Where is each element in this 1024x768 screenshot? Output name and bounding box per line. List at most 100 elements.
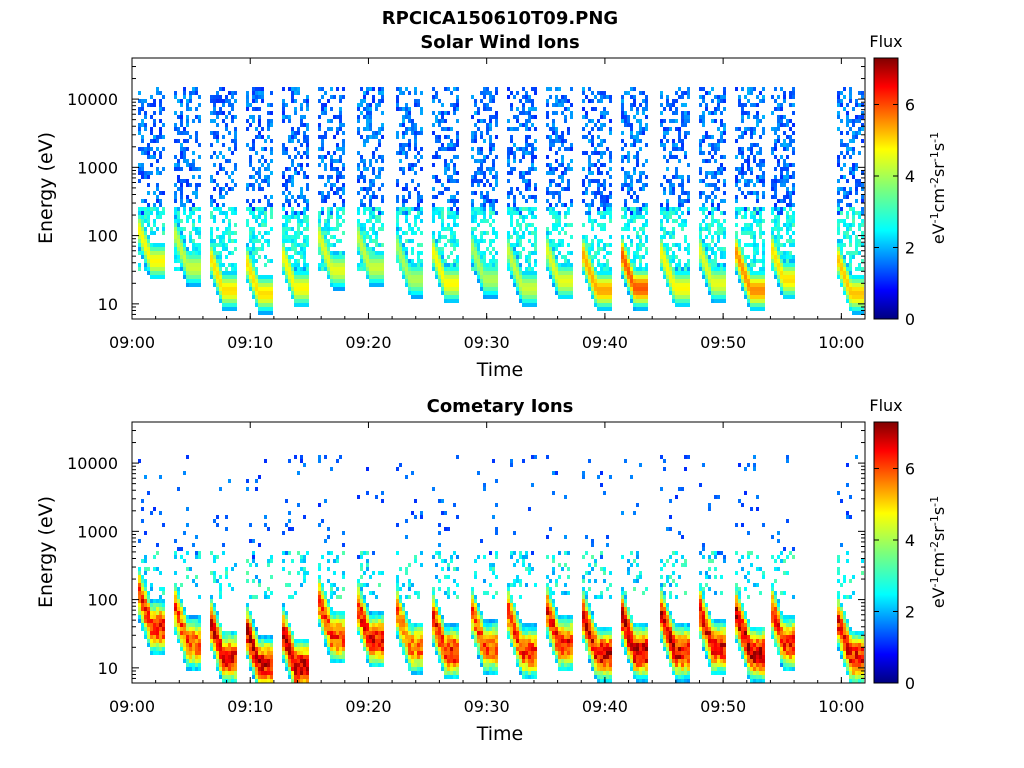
heatmap-cell — [639, 295, 642, 299]
heatmap-cell — [324, 155, 327, 159]
heatmap-cell — [411, 267, 414, 271]
heatmap-cell — [489, 203, 492, 207]
heatmap-cell — [255, 171, 258, 175]
heatmap-cell — [561, 243, 564, 247]
heatmap-cell — [708, 291, 711, 295]
heatmap-cell — [234, 143, 237, 147]
heatmap-cell — [717, 203, 720, 207]
heatmap-cell — [846, 211, 849, 215]
heatmap-cell — [738, 279, 741, 283]
heatmap-cell — [636, 207, 639, 211]
heatmap-cell — [318, 123, 321, 127]
heatmap-cell — [420, 147, 423, 151]
heatmap-cell — [285, 219, 288, 223]
heatmap-cell — [792, 123, 795, 127]
heatmap-cell — [195, 135, 198, 139]
heatmap-cell — [480, 159, 483, 163]
heatmap-cell — [492, 187, 495, 191]
heatmap-cell — [252, 115, 255, 119]
heatmap-cell — [720, 167, 723, 171]
heatmap-cell — [294, 283, 297, 287]
heatmap-cell — [849, 171, 852, 175]
heatmap-cell — [420, 155, 423, 159]
heatmap-cell — [438, 271, 441, 275]
heatmap-cell — [759, 227, 762, 231]
heatmap-cell — [552, 191, 555, 195]
heatmap-cell — [192, 227, 195, 231]
heatmap-cell — [444, 287, 447, 291]
heatmap-cell — [750, 223, 753, 227]
heatmap-cell — [471, 247, 474, 251]
heatmap-cell — [786, 263, 789, 267]
heatmap-cell — [303, 171, 306, 175]
heatmap-cell — [288, 283, 291, 287]
heatmap-cell — [789, 127, 792, 131]
heatmap-cell — [600, 291, 603, 295]
heatmap-cell — [594, 287, 597, 291]
heatmap-cell — [360, 235, 363, 239]
heatmap-cell — [486, 271, 489, 275]
heatmap-cell — [234, 303, 237, 307]
heatmap-cell — [846, 271, 849, 275]
heatmap-cell — [432, 123, 435, 127]
heatmap-cell — [669, 119, 672, 123]
heatmap-cell — [489, 251, 492, 255]
heatmap-cell — [570, 223, 573, 227]
heatmap-cell — [456, 103, 459, 107]
heatmap-cell — [675, 147, 678, 151]
heatmap-cell — [372, 259, 375, 263]
heatmap-cell — [258, 115, 261, 119]
heatmap-cell — [369, 187, 372, 191]
heatmap-cell — [606, 251, 609, 255]
heatmap-cell — [522, 247, 525, 251]
heatmap-cell — [522, 219, 525, 223]
heatmap-cell — [432, 247, 435, 251]
heatmap-cell — [522, 107, 525, 111]
heatmap-cell — [210, 267, 213, 271]
heatmap-cell — [846, 111, 849, 115]
heatmap-cell — [858, 115, 861, 119]
heatmap-cell — [708, 135, 711, 139]
heatmap-cell — [378, 255, 381, 259]
heatmap-cell — [609, 243, 612, 247]
heatmap-cell — [663, 231, 666, 235]
heatmap-cell — [417, 131, 420, 135]
heatmap-cell — [144, 199, 147, 203]
heatmap-cell — [495, 263, 498, 267]
heatmap-cell — [213, 271, 216, 275]
heatmap-cell — [846, 275, 849, 279]
heatmap-cell — [534, 279, 537, 283]
heatmap-cell — [414, 215, 417, 219]
heatmap-cell — [627, 279, 630, 283]
heatmap-cell — [636, 151, 639, 155]
heatmap-cell — [366, 135, 369, 139]
heatmap-cell — [786, 287, 789, 291]
heatmap-cell — [621, 147, 624, 151]
heatmap-cell — [405, 255, 408, 259]
heatmap-cell — [492, 283, 495, 287]
heatmap-cell — [750, 291, 753, 295]
heatmap-cell — [288, 179, 291, 183]
heatmap-cell — [756, 199, 759, 203]
heatmap-cell — [570, 263, 573, 267]
heatmap-cell — [198, 175, 201, 179]
heatmap-cell — [474, 135, 477, 139]
heatmap-cell — [855, 251, 858, 255]
heatmap-cell — [849, 259, 852, 263]
heatmap-cell — [789, 279, 792, 283]
heatmap-cell — [372, 179, 375, 183]
heatmap-cell — [756, 123, 759, 127]
heatmap-cell — [489, 263, 492, 267]
heatmap-cell — [738, 167, 741, 171]
heatmap-cell — [723, 279, 726, 283]
heatmap-cell — [780, 263, 783, 267]
heatmap-cell — [210, 251, 213, 255]
heatmap-cell — [609, 251, 612, 255]
heatmap-cell — [300, 187, 303, 191]
heatmap-cell — [723, 199, 726, 203]
heatmap-cell — [414, 219, 417, 223]
heatmap-cell — [336, 187, 339, 191]
heatmap-cell — [153, 255, 156, 259]
heatmap-cell — [840, 143, 843, 147]
heatmap-cell — [633, 291, 636, 295]
